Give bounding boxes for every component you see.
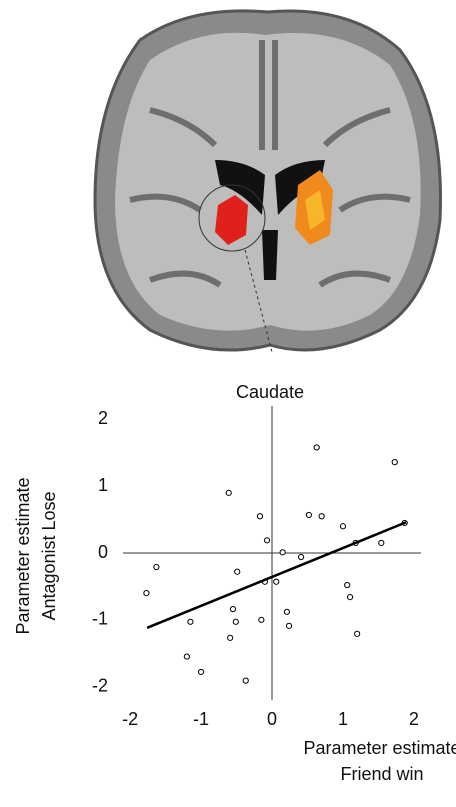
y-tick-label: 1 (98, 475, 108, 495)
x-axis-label: Friend win (340, 764, 423, 784)
point (298, 554, 303, 559)
x-tick-label: -1 (193, 709, 209, 729)
point (184, 654, 189, 659)
point (284, 609, 289, 614)
y-tick-label: 2 (98, 408, 108, 428)
point (280, 550, 285, 555)
point (233, 619, 238, 624)
point (259, 617, 264, 622)
point (154, 564, 159, 569)
point (355, 631, 360, 636)
x-tick-label: 2 (409, 709, 419, 729)
chart-title: Caudate (236, 382, 304, 402)
figure: Caudate Parameter estimate Friend win Pa… (0, 0, 456, 802)
point (392, 460, 397, 465)
x-tick-label: 1 (338, 709, 348, 729)
fit-line (147, 522, 406, 628)
point (314, 445, 319, 450)
point (226, 490, 231, 495)
y-axis-label: Antagonist Lose (39, 491, 59, 620)
point (286, 623, 291, 628)
point (144, 590, 149, 595)
point (306, 512, 311, 517)
point (264, 538, 269, 543)
y-tick-label: -1 (92, 609, 108, 629)
point (198, 669, 203, 674)
x-tick-label: 0 (267, 709, 277, 729)
x-axis-label: Parameter estimate (303, 738, 456, 758)
point (340, 524, 345, 529)
point (274, 579, 279, 584)
brain-image (95, 11, 441, 352)
white-matter (115, 33, 421, 331)
point (379, 540, 384, 545)
point (257, 514, 262, 519)
x-tick-label: -2 (122, 709, 138, 729)
point (230, 607, 235, 612)
y-tick-label: 0 (98, 542, 108, 562)
point (319, 514, 324, 519)
y-tick-label: -2 (92, 675, 108, 695)
point (188, 619, 193, 624)
point (347, 595, 352, 600)
point (228, 635, 233, 640)
ventricle (262, 230, 278, 280)
point (345, 582, 350, 587)
point (235, 569, 240, 574)
point (243, 678, 248, 683)
y-axis-label: Parameter estimate (13, 477, 33, 634)
